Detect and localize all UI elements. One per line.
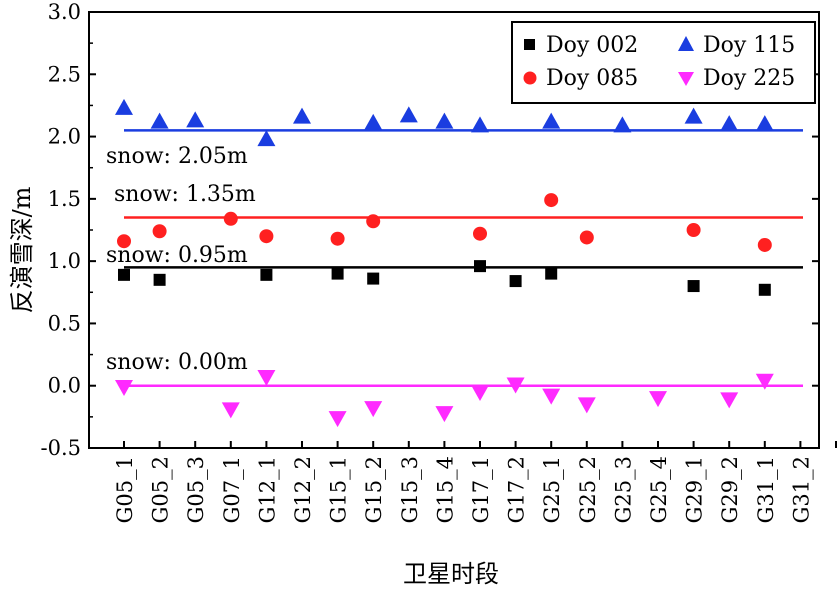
point-doy-225: [649, 391, 667, 408]
legend-marker-doy225: [678, 72, 694, 86]
point-doy-115: [613, 116, 632, 133]
point-doy-002: [545, 267, 558, 280]
x-tick-label: G12_1: [255, 456, 279, 523]
legend-label-doy002: Doy 002: [546, 33, 638, 58]
point-doy-002: [687, 280, 700, 293]
point-doy-225: [364, 401, 383, 418]
point-doy-085: [223, 211, 238, 226]
x-axis: G05_1 G05_2 G05_3 G07_1 G12_1 G12_2 G15_1 G15_2…: [113, 441, 839, 523]
x-tick-label: G15_4: [433, 456, 457, 523]
legend-box: [511, 21, 816, 104]
point-doy-085: [757, 237, 772, 252]
fit-lines: [124, 129, 803, 387]
point-doy-115: [115, 98, 133, 115]
annotation-doy225: snow: 0.00m: [106, 350, 248, 375]
data-markers: [115, 98, 774, 428]
point-doy-115: [364, 113, 383, 130]
x-tick-label: G15_3: [398, 456, 422, 523]
point-doy-002: [153, 273, 166, 286]
legend-label-doy225: Doy 225: [703, 66, 795, 91]
annotation-doy085: snow: 1.35m: [114, 182, 256, 207]
legend: Doy 002 Doy 115 Doy 085 Doy 225: [511, 21, 816, 104]
point-doy-085: [152, 224, 167, 239]
point-doy-225: [221, 402, 240, 419]
annotation-doy002: snow: 0.95m: [106, 243, 248, 268]
point-doy-002: [367, 272, 380, 285]
point-doy-225: [506, 377, 525, 394]
point-doy-085: [579, 230, 594, 245]
point-doy-002: [331, 267, 344, 280]
point-doy-225: [542, 388, 561, 405]
y-tick-label: 2.5: [48, 62, 81, 86]
point-doy-225: [257, 369, 276, 386]
point-doy-002: [758, 283, 771, 296]
point-doy-085: [686, 223, 701, 237]
point-doy-225: [328, 411, 347, 428]
point-doy-085: [117, 234, 131, 249]
x-tick-label: G17_2: [505, 456, 529, 523]
y-tick-label: 1.0: [48, 249, 81, 273]
point-doy-002: [260, 268, 273, 281]
x-tick-label: G29_2: [718, 456, 742, 523]
y-axis: 3.0 2.5 2.0 1.5 1.0 0.5 0.0 -0.5: [41, 0, 819, 460]
legend-label-doy085: Doy 085: [546, 66, 638, 91]
point-doy-115: [471, 116, 489, 133]
x-tick-label: G25_2: [576, 456, 600, 523]
x-axis-title: 卫星时段: [403, 560, 499, 588]
point-doy-225: [435, 406, 454, 423]
x-tick-label: G25_3: [611, 456, 635, 523]
x-tick-label: G05_3: [184, 456, 208, 523]
legend-marker-doy085: [523, 71, 537, 85]
point-doy-225: [720, 392, 739, 409]
point-doy-002: [509, 275, 522, 288]
point-doy-225: [115, 379, 133, 396]
point-doy-115: [150, 112, 169, 129]
y-tick-label: 0.0: [48, 374, 81, 398]
point-doy-115: [186, 111, 205, 128]
point-doy-002: [474, 260, 486, 273]
y-tick-label: 1.5: [48, 187, 81, 211]
point-doy-085: [259, 229, 274, 244]
x-tick-label: G29_1: [683, 456, 707, 523]
y-tick-label: 0.5: [48, 311, 81, 335]
y-tick-label: -0.5: [41, 436, 82, 460]
point-doy-115: [720, 115, 739, 132]
legend-marker-doy002: [524, 39, 535, 50]
point-doy-225: [577, 397, 596, 414]
point-doy-115: [435, 112, 454, 129]
x-tick-label: G25_1: [540, 456, 564, 523]
point-doy-085: [330, 231, 345, 246]
point-doy-085: [366, 214, 381, 229]
point-doy-115: [257, 130, 276, 147]
annotation-doy115: snow: 2.05m: [106, 144, 248, 169]
point-doy-225: [755, 373, 774, 390]
point-doy-002: [118, 268, 130, 281]
x-tick-label: G25_4: [647, 456, 671, 523]
x-tick-label: G12_2: [291, 456, 315, 523]
point-doy-115: [542, 112, 561, 129]
x-tick-label: G15_2: [362, 456, 386, 523]
x-tick-label: G05_1: [113, 456, 137, 523]
y-axis-title: 反演雪深/m: [8, 186, 36, 313]
x-tick-label: G31_2: [789, 456, 813, 523]
x-tick-label: ‥: [825, 456, 839, 470]
x-tick-label: G07_1: [220, 456, 244, 523]
y-tick-label: 3.0: [48, 0, 81, 24]
x-tick-label: G05_2: [149, 456, 173, 523]
y-tick-label: 2.0: [48, 125, 81, 149]
x-tick-label: G31_1: [754, 456, 778, 523]
legend-marker-doy115: [678, 36, 694, 51]
point-doy-085: [473, 226, 487, 241]
point-doy-085: [544, 193, 559, 208]
point-doy-115: [684, 107, 703, 124]
point-doy-115: [293, 107, 311, 124]
point-doy-115: [399, 106, 418, 123]
x-tick-label: G15_1: [327, 456, 351, 523]
x-tick-label: G17_1: [469, 456, 493, 523]
legend-label-doy115: Doy 115: [703, 33, 795, 58]
point-doy-225: [471, 384, 489, 401]
point-doy-115: [755, 115, 774, 132]
